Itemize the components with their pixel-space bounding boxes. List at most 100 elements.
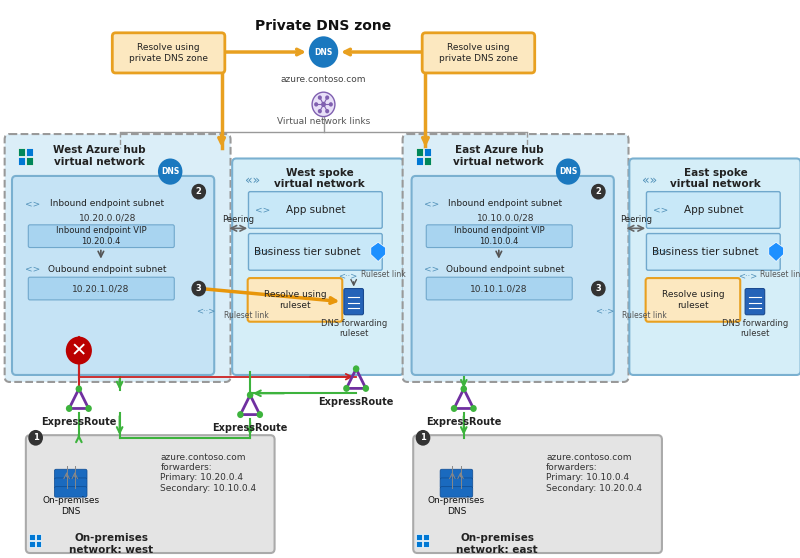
Text: On-premises
network: west: On-premises network: west — [70, 533, 154, 555]
Text: ExpressRoute: ExpressRoute — [41, 417, 117, 427]
Circle shape — [461, 386, 467, 392]
FancyBboxPatch shape — [402, 134, 629, 382]
Text: 3: 3 — [595, 284, 602, 293]
Bar — [416, 148, 423, 156]
FancyBboxPatch shape — [28, 277, 174, 300]
Circle shape — [86, 405, 92, 412]
Text: azure.contoso.com: azure.contoso.com — [281, 75, 366, 84]
Text: Oubound endpoint subnet: Oubound endpoint subnet — [446, 265, 565, 274]
Bar — [29, 534, 35, 540]
FancyBboxPatch shape — [249, 234, 382, 270]
Circle shape — [556, 158, 580, 185]
FancyBboxPatch shape — [28, 225, 174, 248]
Bar — [417, 534, 422, 540]
Text: 1: 1 — [420, 434, 426, 442]
Text: <>: <> — [25, 199, 40, 208]
FancyBboxPatch shape — [54, 478, 87, 488]
Text: 3: 3 — [196, 284, 202, 293]
Circle shape — [470, 405, 477, 412]
Circle shape — [318, 109, 322, 113]
Circle shape — [353, 365, 359, 372]
Bar — [424, 148, 431, 156]
Circle shape — [158, 158, 182, 185]
Text: On-premises
network: east: On-premises network: east — [456, 533, 538, 555]
Text: Oubound endpoint subnet: Oubound endpoint subnet — [48, 265, 166, 274]
FancyBboxPatch shape — [54, 487, 87, 497]
Text: On-premises
DNS: On-premises DNS — [428, 496, 485, 516]
Bar — [424, 157, 431, 165]
Text: 1: 1 — [33, 434, 38, 442]
Text: 10.20.0.0/28: 10.20.0.0/28 — [78, 213, 136, 222]
Text: Resolve using
ruleset: Resolve using ruleset — [662, 290, 724, 310]
Text: DNS: DNS — [161, 167, 179, 176]
Text: ExpressRoute: ExpressRoute — [426, 417, 502, 427]
Text: DNS forwarding
ruleset: DNS forwarding ruleset — [722, 319, 788, 338]
Text: <>: <> — [25, 265, 40, 274]
Text: DNS forwarding
ruleset: DNS forwarding ruleset — [321, 319, 387, 338]
Text: Peering: Peering — [620, 215, 652, 224]
FancyBboxPatch shape — [414, 435, 662, 553]
Text: Virtual network links: Virtual network links — [277, 117, 370, 126]
Bar — [26, 157, 33, 165]
Text: ✕: ✕ — [70, 341, 87, 360]
Text: Ruleset link: Ruleset link — [224, 311, 269, 320]
Circle shape — [591, 184, 606, 200]
Text: West Azure hub
virtual network: West Azure hub virtual network — [53, 145, 146, 167]
FancyBboxPatch shape — [440, 478, 473, 488]
Text: East Azure hub
virtual network: East Azure hub virtual network — [454, 145, 544, 167]
Text: 10.10.1.0/28: 10.10.1.0/28 — [470, 284, 527, 293]
Text: <>: <> — [254, 205, 270, 214]
Text: Inbound endpoint VIP
10.10.0.4: Inbound endpoint VIP 10.10.0.4 — [454, 227, 544, 246]
FancyBboxPatch shape — [440, 487, 473, 497]
FancyBboxPatch shape — [426, 277, 572, 300]
Bar — [36, 534, 42, 540]
FancyBboxPatch shape — [411, 176, 614, 375]
FancyBboxPatch shape — [232, 158, 403, 375]
Circle shape — [416, 430, 430, 446]
Polygon shape — [371, 242, 386, 262]
FancyBboxPatch shape — [12, 176, 214, 375]
Text: 10.20.1.0/28: 10.20.1.0/28 — [72, 284, 130, 293]
FancyBboxPatch shape — [440, 469, 473, 480]
Text: Inbound endpoint subnet: Inbound endpoint subnet — [448, 199, 562, 208]
Text: Ruleset link: Ruleset link — [361, 270, 406, 279]
Circle shape — [591, 281, 606, 296]
Text: App subnet: App subnet — [286, 205, 345, 215]
Bar — [29, 541, 35, 547]
FancyBboxPatch shape — [745, 288, 765, 315]
Circle shape — [257, 411, 263, 418]
FancyBboxPatch shape — [112, 33, 225, 73]
Text: Business tier subnet: Business tier subnet — [254, 247, 361, 257]
Circle shape — [312, 92, 335, 117]
Circle shape — [191, 184, 206, 200]
Bar — [416, 157, 423, 165]
Circle shape — [66, 405, 73, 412]
Circle shape — [314, 102, 318, 107]
FancyBboxPatch shape — [248, 278, 342, 322]
Text: Inbound endpoint subnet: Inbound endpoint subnet — [50, 199, 165, 208]
Text: Private DNS zone: Private DNS zone — [255, 19, 392, 33]
Text: 2: 2 — [196, 187, 202, 196]
FancyBboxPatch shape — [646, 278, 740, 322]
Text: ExpressRoute: ExpressRoute — [318, 397, 394, 407]
Circle shape — [247, 392, 254, 398]
Text: <··>: <··> — [338, 272, 358, 281]
FancyBboxPatch shape — [5, 134, 230, 382]
FancyBboxPatch shape — [422, 33, 534, 73]
Text: DNS: DNS — [559, 167, 578, 176]
Circle shape — [329, 102, 333, 107]
Circle shape — [309, 36, 338, 68]
Text: «»: «» — [245, 174, 260, 187]
Circle shape — [451, 405, 458, 412]
Bar — [417, 541, 422, 547]
Circle shape — [362, 385, 369, 392]
Circle shape — [321, 102, 326, 107]
Circle shape — [66, 336, 92, 364]
Bar — [423, 534, 429, 540]
Text: Resolve using
ruleset: Resolve using ruleset — [264, 290, 326, 310]
FancyBboxPatch shape — [646, 191, 780, 228]
Circle shape — [325, 109, 330, 113]
Text: <··>: <··> — [738, 272, 757, 281]
Text: <··>: <··> — [196, 307, 215, 316]
Polygon shape — [769, 242, 783, 262]
